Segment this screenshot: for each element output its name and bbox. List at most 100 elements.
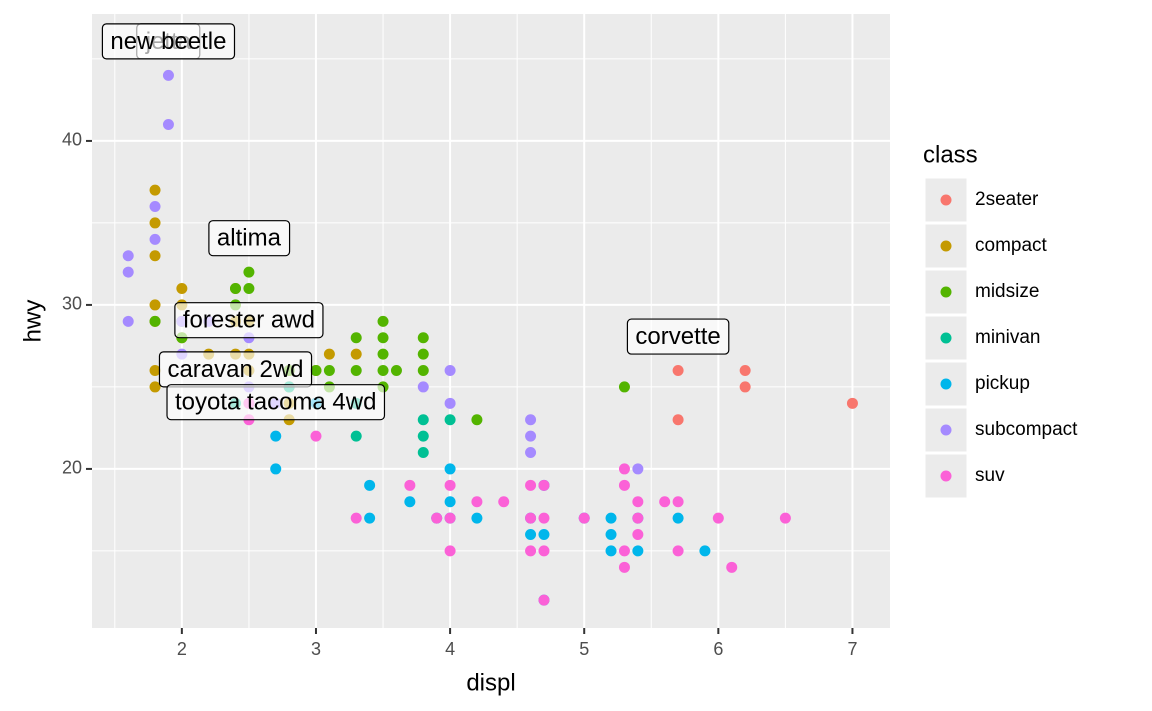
point bbox=[632, 512, 644, 524]
point bbox=[444, 414, 456, 426]
point bbox=[149, 365, 161, 377]
point bbox=[739, 381, 751, 393]
legend-marker bbox=[940, 194, 952, 206]
label-box bbox=[101, 23, 236, 60]
point bbox=[417, 365, 429, 377]
point bbox=[618, 479, 630, 491]
legend-marker bbox=[940, 332, 952, 344]
data-label: forester awd bbox=[174, 302, 324, 339]
point bbox=[230, 283, 242, 295]
point bbox=[404, 496, 416, 508]
label-box bbox=[626, 318, 730, 355]
point bbox=[632, 463, 644, 475]
point bbox=[149, 217, 161, 229]
point bbox=[525, 479, 537, 491]
point bbox=[176, 283, 188, 295]
x-axis-label: displ bbox=[466, 669, 515, 696]
data-label: toyota tacoma 4wd bbox=[166, 384, 386, 421]
point bbox=[310, 365, 322, 377]
point bbox=[618, 545, 630, 557]
point bbox=[538, 529, 550, 541]
point bbox=[122, 266, 134, 278]
point bbox=[444, 512, 456, 524]
point bbox=[605, 545, 617, 557]
point bbox=[605, 512, 617, 524]
point bbox=[618, 381, 630, 393]
point bbox=[364, 512, 376, 524]
point bbox=[471, 512, 483, 524]
point bbox=[672, 496, 684, 508]
y-axis-label: hwy bbox=[19, 300, 46, 343]
point bbox=[672, 414, 684, 426]
point bbox=[270, 430, 282, 442]
label-text: new beetle bbox=[110, 28, 226, 55]
point bbox=[699, 545, 711, 557]
point bbox=[350, 430, 362, 442]
point bbox=[350, 348, 362, 360]
legend-marker bbox=[940, 424, 952, 436]
legend-label: compact bbox=[975, 235, 1048, 256]
label-box bbox=[166, 384, 386, 421]
point bbox=[149, 201, 161, 213]
point bbox=[605, 529, 617, 541]
point bbox=[444, 479, 456, 491]
point bbox=[364, 479, 376, 491]
label-text: forester awd bbox=[183, 307, 315, 334]
point bbox=[431, 512, 443, 524]
point bbox=[672, 545, 684, 557]
data-label: new beetle bbox=[101, 23, 236, 60]
point bbox=[377, 332, 389, 344]
point bbox=[525, 545, 537, 557]
x-tick-label: 5 bbox=[579, 639, 589, 659]
legend-label: midsize bbox=[975, 281, 1039, 302]
point bbox=[149, 233, 161, 245]
legend: 2seater compact midsize minivan pickup subcom… bbox=[924, 177, 1078, 499]
point bbox=[323, 365, 335, 377]
data-label: caravan 2wd bbox=[158, 351, 313, 388]
point bbox=[243, 283, 255, 295]
label-text: caravan 2wd bbox=[167, 356, 303, 383]
point bbox=[538, 512, 550, 524]
point bbox=[390, 365, 402, 377]
legend-marker bbox=[940, 240, 952, 252]
point bbox=[149, 184, 161, 196]
point bbox=[122, 315, 134, 327]
point bbox=[444, 545, 456, 557]
point bbox=[618, 463, 630, 475]
point bbox=[726, 561, 738, 573]
point bbox=[350, 512, 362, 524]
legend-label: minivan bbox=[975, 327, 1040, 348]
point bbox=[538, 594, 550, 606]
point bbox=[618, 561, 630, 573]
point bbox=[471, 496, 483, 508]
legend-marker bbox=[940, 470, 952, 482]
legend-marker bbox=[940, 378, 952, 390]
point bbox=[350, 365, 362, 377]
point bbox=[149, 381, 161, 393]
data-label: corvette bbox=[626, 318, 730, 355]
point bbox=[712, 512, 724, 524]
legend-key bbox=[924, 407, 968, 453]
point bbox=[417, 430, 429, 442]
x-tick-label: 6 bbox=[713, 639, 723, 659]
x-tick-label: 2 bbox=[177, 639, 187, 659]
y-tick-label: 30 bbox=[62, 294, 82, 314]
point bbox=[672, 365, 684, 377]
legend-marker bbox=[940, 286, 952, 298]
point bbox=[498, 496, 510, 508]
point bbox=[243, 266, 255, 278]
point bbox=[525, 414, 537, 426]
label-text: corvette bbox=[635, 323, 720, 350]
legend-title: class bbox=[923, 141, 978, 168]
point bbox=[846, 397, 858, 409]
point bbox=[162, 119, 174, 131]
point bbox=[417, 447, 429, 459]
point bbox=[377, 315, 389, 327]
legend-label: subcompact bbox=[975, 419, 1078, 440]
legend-label: 2seater bbox=[975, 189, 1039, 210]
point bbox=[779, 512, 791, 524]
point bbox=[310, 430, 322, 442]
point bbox=[525, 430, 537, 442]
x-tick-label: 7 bbox=[847, 639, 857, 659]
